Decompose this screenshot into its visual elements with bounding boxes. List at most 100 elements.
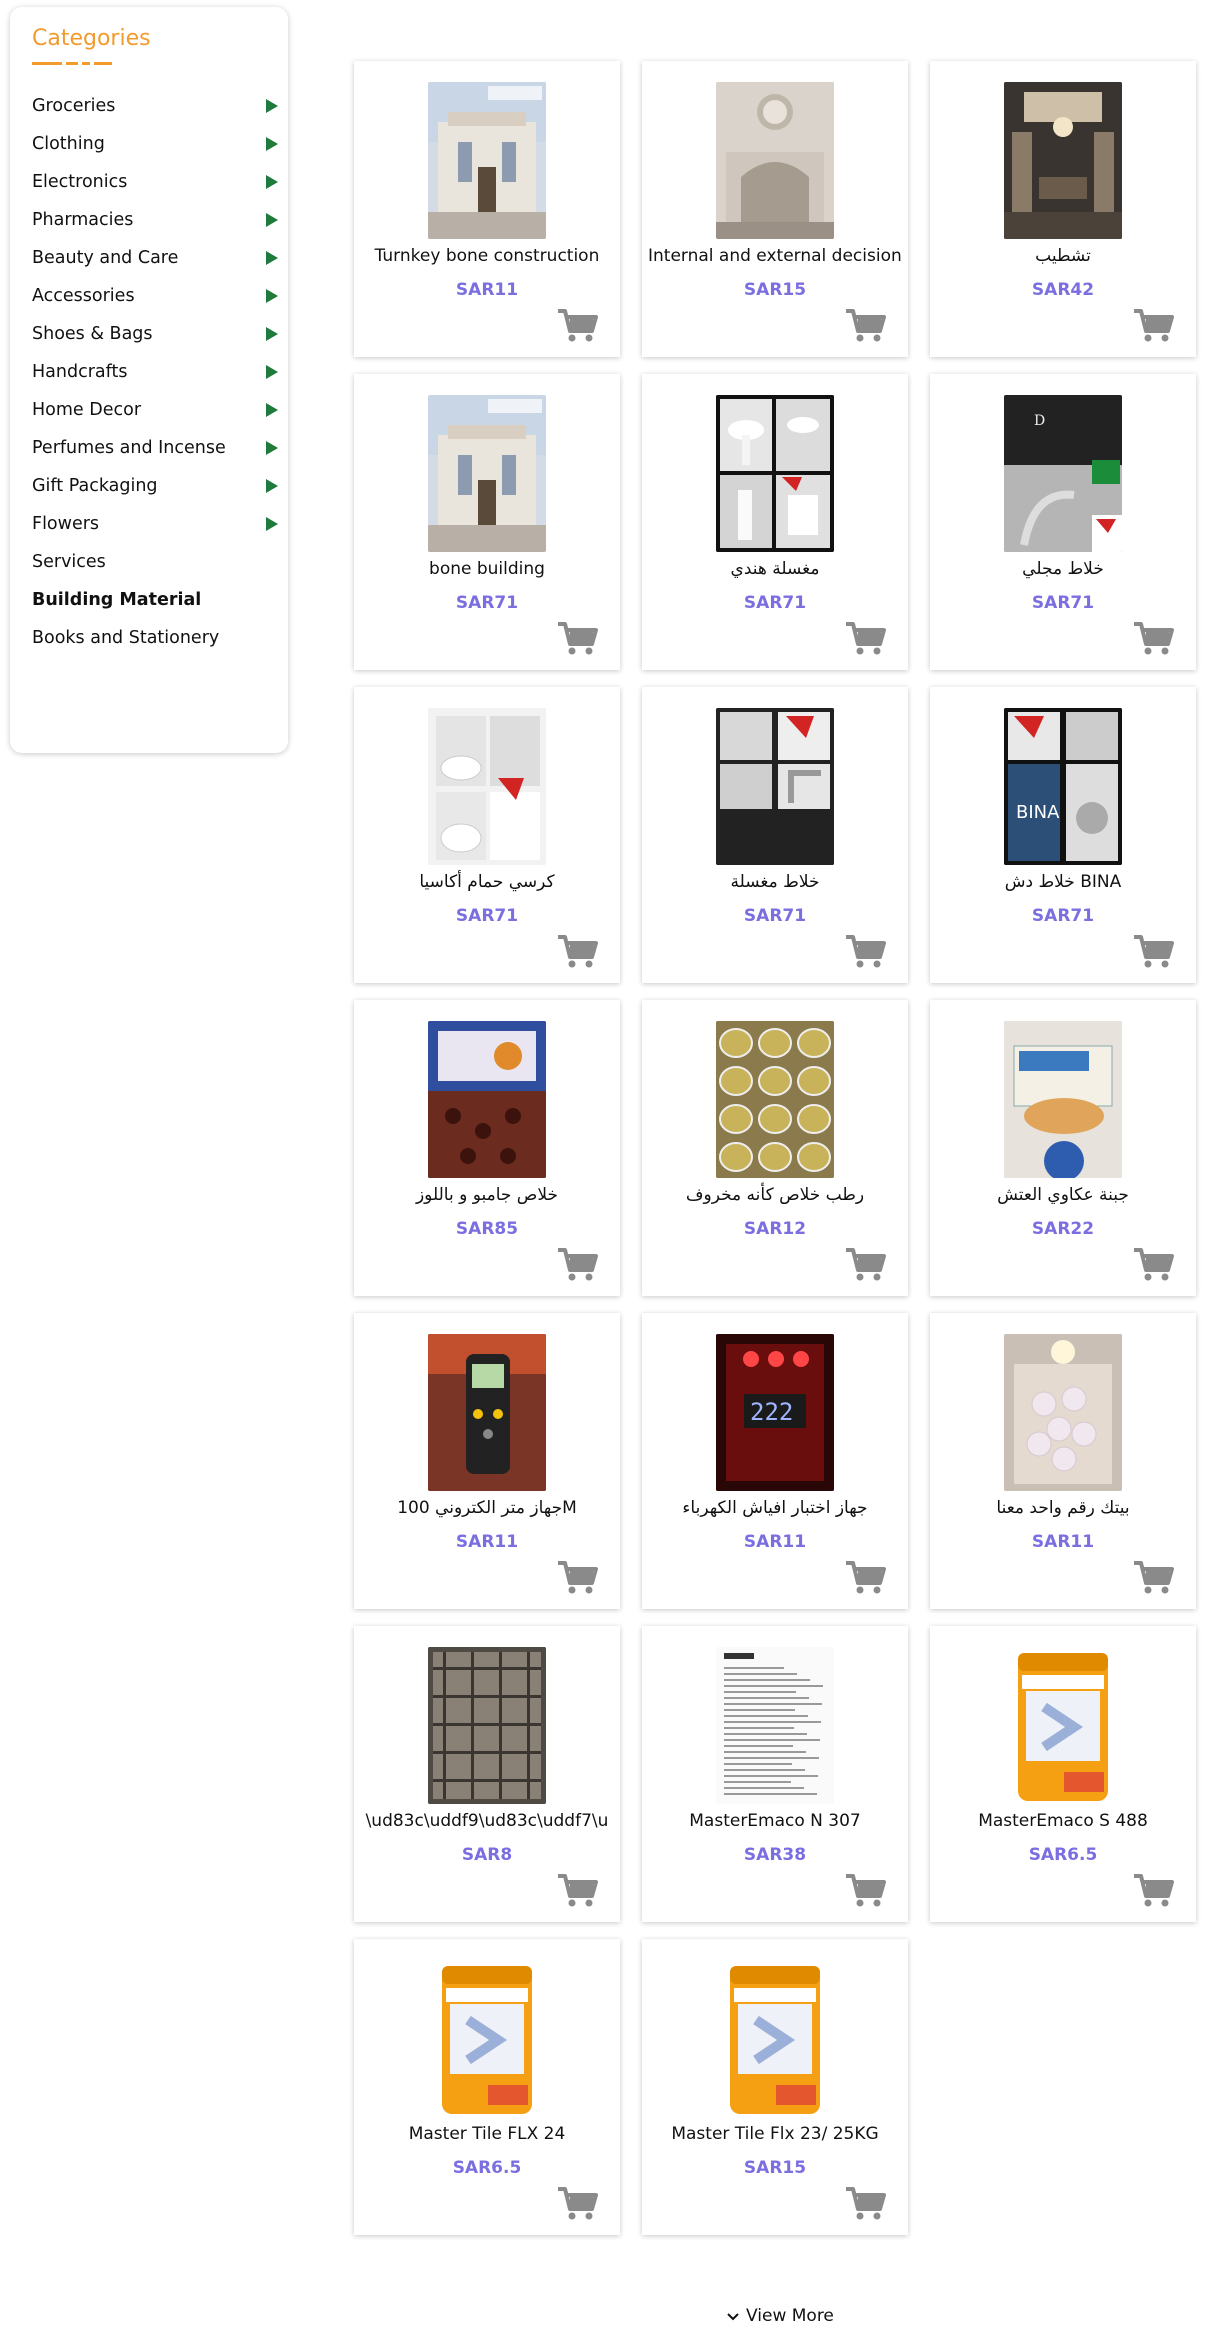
product-name[interactable]: خلاط دش BINA xyxy=(1004,872,1122,892)
shopping-cart-icon[interactable] xyxy=(844,620,886,656)
product-card[interactable]: bone building SAR71 xyxy=(354,374,620,670)
sidebar-item-perfumes-and-incense[interactable]: Perfumes and Incense xyxy=(32,429,278,467)
sidebar-item-gift-packaging[interactable]: Gift Packaging xyxy=(32,467,278,505)
product-image[interactable] xyxy=(716,708,834,865)
expand-arrow-icon[interactable] xyxy=(266,137,278,151)
product-image[interactable] xyxy=(428,1021,546,1178)
expand-arrow-icon[interactable] xyxy=(266,479,278,493)
product-card[interactable]: جهاز متر الكتروني 100M SAR11 xyxy=(354,1313,620,1609)
sidebar-item-services[interactable]: Services xyxy=(32,543,278,581)
expand-arrow-icon[interactable] xyxy=(266,175,278,189)
product-card[interactable]: رطب خلاص كأنه مخروف SAR12 xyxy=(642,1000,908,1296)
product-card[interactable]: خلاص جامبو و باللوز SAR85 xyxy=(354,1000,620,1296)
sidebar-item-beauty-and-care[interactable]: Beauty and Care xyxy=(32,239,278,277)
shopping-cart-icon[interactable] xyxy=(556,620,598,656)
shopping-cart-icon[interactable] xyxy=(1132,1246,1174,1282)
product-name[interactable]: Master Tile Flx 23/ 25KG xyxy=(671,2124,879,2144)
product-name[interactable]: خلاط مجلي xyxy=(1022,559,1104,579)
product-image[interactable] xyxy=(716,82,834,239)
product-card[interactable]: Master Tile FLX 24 SAR6.5 xyxy=(354,1939,620,2235)
product-name[interactable]: كرسي حمام أكاسيا xyxy=(419,872,555,892)
product-image[interactable] xyxy=(428,708,546,865)
product-name[interactable]: Internal and external decisions xyxy=(648,246,902,266)
product-name[interactable]: Turnkey bone construction xyxy=(374,246,600,266)
sidebar-item-building-material[interactable]: Building Material xyxy=(32,581,278,619)
product-image[interactable] xyxy=(428,395,546,552)
product-name[interactable]: خلاط مغسلة xyxy=(730,872,820,892)
product-card[interactable]: كرسي حمام أكاسيا SAR71 xyxy=(354,687,620,983)
product-name[interactable]: MasterEmaco S 488 xyxy=(978,1811,1148,1831)
product-name[interactable]: بيتك رقم واحد معنا xyxy=(996,1498,1130,1518)
product-image[interactable]: D xyxy=(1004,395,1122,552)
product-card[interactable]: \ud83c\uddf9\ud83c\uddf7\u SAR8 xyxy=(354,1626,620,1922)
product-card[interactable]: Turnkey bone construction SAR11 xyxy=(354,61,620,357)
shopping-cart-icon[interactable] xyxy=(844,1559,886,1595)
sidebar-item-flowers[interactable]: Flowers xyxy=(32,505,278,543)
sidebar-item-accessories[interactable]: Accessories xyxy=(32,277,278,315)
expand-arrow-icon[interactable] xyxy=(266,213,278,227)
sidebar-item-handcrafts[interactable]: Handcrafts xyxy=(32,353,278,391)
product-name[interactable]: تشطيب xyxy=(1035,246,1091,266)
product-image[interactable] xyxy=(428,1647,546,1804)
shopping-cart-icon[interactable] xyxy=(1132,933,1174,969)
expand-arrow-icon[interactable] xyxy=(266,517,278,531)
shopping-cart-icon[interactable] xyxy=(1132,307,1174,343)
sidebar-item-books-and-stationery[interactable]: Books and Stationery xyxy=(32,619,278,657)
expand-arrow-icon[interactable] xyxy=(266,289,278,303)
product-image[interactable] xyxy=(1004,1647,1122,1804)
shopping-cart-icon[interactable] xyxy=(844,307,886,343)
shopping-cart-icon[interactable] xyxy=(556,1246,598,1282)
shopping-cart-icon[interactable] xyxy=(556,2185,598,2221)
shopping-cart-icon[interactable] xyxy=(556,307,598,343)
product-name[interactable]: bone building xyxy=(429,559,545,579)
sidebar-item-home-decor[interactable]: Home Decor xyxy=(32,391,278,429)
product-card[interactable]: D خلاط مجلي SAR71 xyxy=(930,374,1196,670)
shopping-cart-icon[interactable] xyxy=(556,1559,598,1595)
product-image[interactable] xyxy=(1004,82,1122,239)
product-name[interactable]: جبنة عكاوي العتش xyxy=(997,1185,1129,1205)
product-card[interactable]: Internal and external decisions SAR15 xyxy=(642,61,908,357)
shopping-cart-icon[interactable] xyxy=(556,933,598,969)
product-card[interactable]: 222 جهاز اختبار افياش الكهرباء SAR11 xyxy=(642,1313,908,1609)
product-card[interactable]: Master Tile Flx 23/ 25KG SAR15 xyxy=(642,1939,908,2235)
product-card[interactable]: MasterEmaco N 307 SAR38 xyxy=(642,1626,908,1922)
sidebar-item-clothing[interactable]: Clothing xyxy=(32,125,278,163)
product-card[interactable]: تشطيب SAR42 xyxy=(930,61,1196,357)
product-image[interactable]: BINA xyxy=(1004,708,1122,865)
sidebar-item-groceries[interactable]: Groceries xyxy=(32,87,278,125)
product-name[interactable]: جهاز اختبار افياش الكهرباء xyxy=(682,1498,868,1518)
sidebar-item-electronics[interactable]: Electronics xyxy=(32,163,278,201)
product-card[interactable]: مغسلة هندي SAR71 xyxy=(642,374,908,670)
product-name[interactable]: MasterEmaco N 307 xyxy=(689,1811,861,1831)
product-card[interactable]: جبنة عكاوي العتش SAR22 xyxy=(930,1000,1196,1296)
shopping-cart-icon[interactable] xyxy=(844,2185,886,2221)
sidebar-item-shoes-bags[interactable]: Shoes & Bags xyxy=(32,315,278,353)
product-card[interactable]: BINA خلاط دش BINA SAR71 xyxy=(930,687,1196,983)
product-name[interactable]: مغسلة هندي xyxy=(730,559,820,579)
product-image[interactable] xyxy=(716,1647,834,1804)
expand-arrow-icon[interactable] xyxy=(266,251,278,265)
product-image[interactable]: 222 xyxy=(716,1334,834,1491)
expand-arrow-icon[interactable] xyxy=(266,327,278,341)
product-name[interactable]: Master Tile FLX 24 xyxy=(408,2124,566,2144)
product-image[interactable] xyxy=(716,395,834,552)
view-more-button[interactable]: View More xyxy=(726,2306,834,2326)
expand-arrow-icon[interactable] xyxy=(266,99,278,113)
shopping-cart-icon[interactable] xyxy=(556,1872,598,1908)
product-name[interactable]: جهاز متر الكتروني 100M xyxy=(397,1498,577,1518)
product-name[interactable]: خلاص جامبو و باللوز xyxy=(415,1185,559,1205)
sidebar-item-pharmacies[interactable]: Pharmacies xyxy=(32,201,278,239)
product-image[interactable] xyxy=(428,82,546,239)
shopping-cart-icon[interactable] xyxy=(1132,620,1174,656)
product-image[interactable] xyxy=(1004,1334,1122,1491)
product-card[interactable]: خلاط مغسلة SAR71 xyxy=(642,687,908,983)
shopping-cart-icon[interactable] xyxy=(1132,1872,1174,1908)
product-image[interactable] xyxy=(428,1960,546,2117)
shopping-cart-icon[interactable] xyxy=(844,933,886,969)
expand-arrow-icon[interactable] xyxy=(266,403,278,417)
expand-arrow-icon[interactable] xyxy=(266,365,278,379)
expand-arrow-icon[interactable] xyxy=(266,441,278,455)
product-card[interactable]: MasterEmaco S 488 SAR6.5 xyxy=(930,1626,1196,1922)
product-image[interactable] xyxy=(716,1960,834,2117)
product-image[interactable] xyxy=(1004,1021,1122,1178)
